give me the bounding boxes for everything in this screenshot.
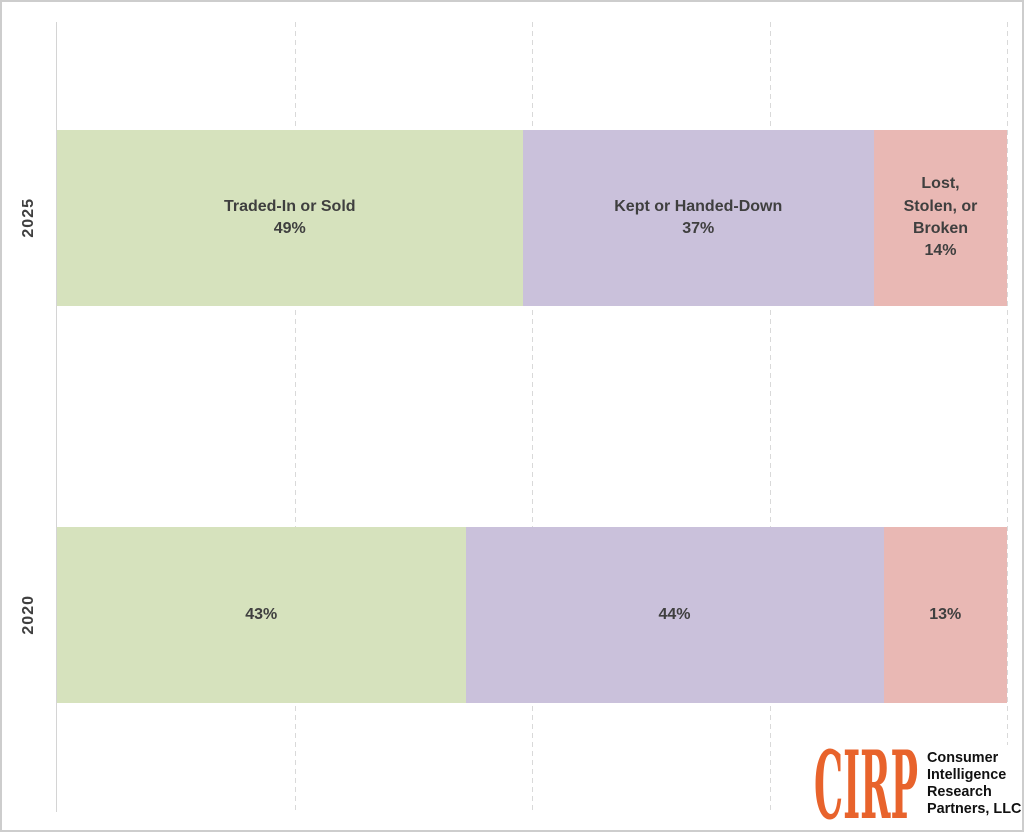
plot-area: Traded-In or Sold 49% Kept or Handed-Down 3… [56, 22, 1008, 812]
segment-label-2020-2: 44% [658, 605, 691, 623]
category-label-2025: 2025 [20, 198, 37, 238]
gridline-100pct [1007, 22, 1008, 812]
cirp-logo: CIRP Consumer Intelligence Research Part… [812, 745, 1022, 823]
bar-segment-2025-3: Lost, Stolen, or Broken 14% [874, 130, 1007, 306]
gridline-25pct [294, 22, 296, 812]
bar-segment-2020-3: 13% [883, 527, 1007, 703]
bar-row-2020: 43% 44% 13% [57, 527, 1007, 703]
cirp-logo-abbr: CIRP [814, 746, 918, 822]
segment-label-2020-1: 43% [245, 605, 278, 623]
logo-name-line: Research [927, 783, 992, 800]
gridline-75pct [769, 22, 771, 812]
logo-name-line: Intelligence [927, 766, 1007, 784]
logo-name-line: Consumer [927, 749, 999, 767]
cirp-logo-abbr-text: CIRP [814, 746, 918, 822]
bar-segment-2025-1: Traded-In or Sold 49% [57, 130, 523, 306]
bar-segment-2025-2: Kept or Handed-Down 37% [522, 130, 874, 306]
bar-segment-2020-1: 43% [57, 527, 466, 703]
category-label-2020: 2020 [20, 595, 37, 635]
bar-segment-2020-2: 44% [465, 527, 884, 703]
bar-row-2025: Traded-In or Sold 49% Kept or Handed-Down 3… [57, 130, 1007, 306]
segment-label-2025-3: Lost, Stolen, or Broken 14% [903, 175, 978, 260]
segment-label-2025-1: Traded-In or Sold 49% [223, 197, 356, 237]
segment-label-2025-2: Kept or Handed-Down 37% [614, 197, 783, 237]
segment-label-2020-3: 13% [929, 605, 962, 623]
gridline-50pct [532, 22, 533, 812]
cirp-logo-name: Consumer Intelligence Research Partners,… [927, 750, 1021, 817]
logo-name-line: Partners, LLC [927, 799, 1022, 817]
